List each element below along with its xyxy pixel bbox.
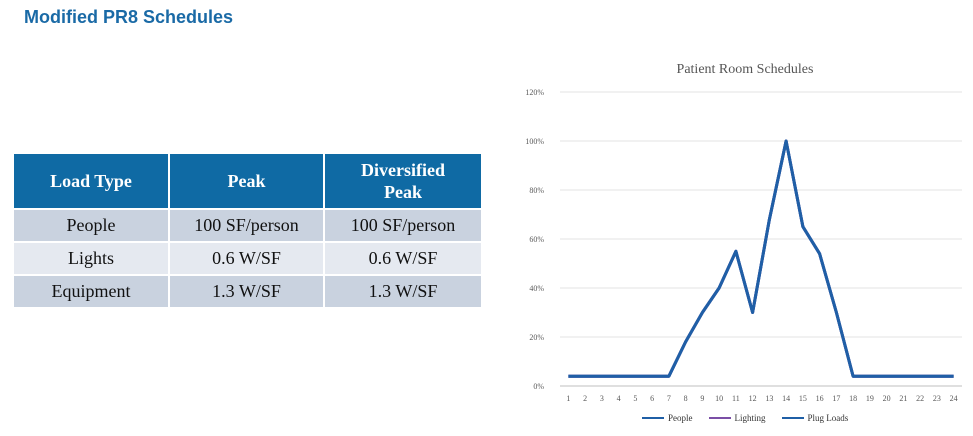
load-type-table: Load Type Peak Diversified Peak People 1…	[14, 154, 481, 307]
x-tick-label: 11	[732, 394, 740, 403]
table-header-cell: Diversified Peak	[324, 154, 481, 209]
table-header-row: Load Type Peak Diversified Peak	[14, 154, 481, 209]
x-tick-label: 21	[899, 394, 907, 403]
x-tick-label: 6	[650, 394, 654, 403]
x-tick-label: 5	[633, 394, 637, 403]
table-cell: 100 SF/person	[324, 208, 481, 242]
y-tick-label: 40%	[529, 284, 544, 293]
x-tick-label: 1	[566, 394, 570, 403]
x-tick-label: 2	[583, 394, 587, 403]
table-cell: Equipment	[14, 274, 170, 307]
y-tick-label: 60%	[529, 235, 544, 244]
slide-title: Modified PR8 Schedules	[24, 7, 234, 27]
table-cell: 1.3 W/SF	[169, 274, 325, 307]
y-tick-label: 20%	[529, 333, 544, 342]
table-header-cell: Load Type	[14, 154, 170, 209]
x-tick-label: 20	[883, 394, 891, 403]
x-tick-label: 10	[715, 394, 723, 403]
x-tick-label: 23	[933, 394, 941, 403]
x-tick-label: 4	[617, 394, 621, 403]
x-tick-label: 8	[684, 394, 688, 403]
table-row: Equipment 1.3 W/SF 1.3 W/SF	[14, 274, 481, 307]
x-tick-label: 12	[749, 394, 757, 403]
y-tick-label: 80%	[529, 186, 544, 195]
legend-swatch	[642, 417, 664, 419]
table-row: Lights 0.6 W/SF 0.6 W/SF	[14, 241, 481, 275]
x-tick-label: 16	[816, 394, 824, 403]
x-tick-label: 13	[765, 394, 773, 403]
table-cell: 0.6 W/SF	[169, 241, 325, 275]
table-cell: 1.3 W/SF	[324, 274, 481, 307]
chart-container: Patient Room Schedules 0% 20% 40% 60% 80% 100…	[510, 56, 970, 434]
table-cell: People	[14, 208, 170, 242]
x-tick-label: 15	[799, 394, 807, 403]
chart-title: Patient Room Schedules	[676, 62, 814, 77]
legend-label: People	[668, 413, 693, 423]
x-tick-label: 24	[950, 394, 958, 403]
table-header-cell: Peak	[169, 154, 325, 209]
x-tick-label: 3	[600, 394, 604, 403]
table-cell: 100 SF/person	[169, 208, 325, 242]
line-chart: 0%20%40%60%80%100%120%1 2 3 4 5 6 7 8 9 10 11 12 13 1…	[525, 88, 962, 403]
legend-label: Lighting	[734, 413, 766, 423]
x-tick-label: 19	[866, 394, 874, 403]
legend-swatch	[781, 417, 804, 419]
y-tick-label: 120%	[525, 88, 544, 97]
x-tick-label: 14	[782, 394, 790, 403]
legend-label: Plug Loads	[807, 413, 849, 423]
table-cell: 0.6 W/SF	[324, 241, 481, 275]
x-tick-label: 9	[700, 394, 704, 403]
y-tick-label: 0%	[533, 382, 544, 391]
series-line-plug-loads	[568, 139, 954, 378]
y-tick-label: 100%	[525, 137, 544, 146]
legend-swatch	[708, 417, 731, 419]
legend-item: Plug Loads	[781, 413, 849, 423]
legend-item: People	[642, 413, 693, 423]
table-cell: Lights	[14, 241, 170, 275]
x-tick-label: 22	[916, 394, 924, 403]
table-row: People 100 SF/person 100 SF/person	[14, 208, 481, 242]
x-tick-label: 17	[832, 394, 840, 403]
x-tick-label: 7	[667, 394, 671, 403]
chart-legend: People Lighting Plug Loads	[642, 413, 864, 423]
legend-item: Lighting	[708, 413, 766, 423]
x-tick-label: 18	[849, 394, 857, 403]
